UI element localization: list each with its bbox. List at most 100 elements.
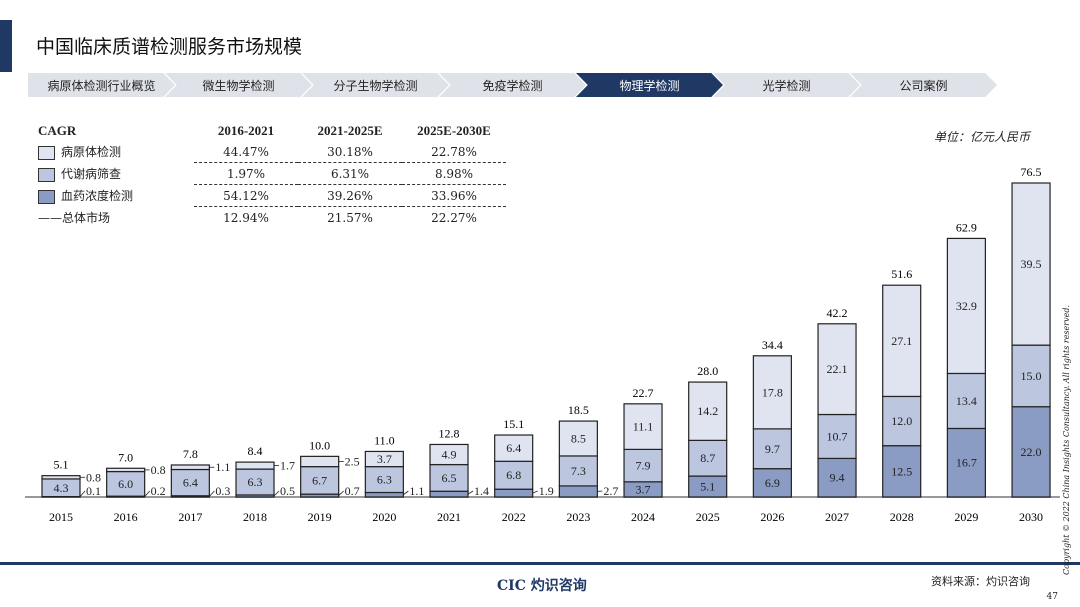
legend-swatch [38, 145, 55, 160]
bar-segment [882, 445, 922, 498]
bar-segment [235, 468, 275, 496]
bar-segment [494, 434, 534, 462]
segment-label: 12.0 [891, 414, 912, 428]
total-label: 18.5 [568, 403, 589, 417]
segment-label: 5.1 [700, 480, 715, 494]
nav-tab[interactable]: 光学检测 [713, 73, 860, 97]
cic-logo: CIC 灼识咨询 [497, 578, 587, 594]
x-tick-label: 2021 [437, 510, 461, 524]
bar-segment [946, 237, 986, 375]
stacked-bar-chart: 4.3 0.10.85.120156.00.20.87.020166.40.31.… [25, 165, 1060, 524]
x-tick-label: 2026 [760, 510, 784, 524]
bar-segment [494, 460, 534, 490]
x-tick-label: 2022 [502, 510, 526, 524]
unit-label: 单位：亿元人民币 [933, 130, 1030, 144]
segment-label: 10.7 [827, 429, 848, 443]
segment-leader-line [273, 490, 280, 497]
segment-label: 1.1 [215, 460, 230, 474]
segment-label: 13.4 [956, 394, 977, 408]
cagr-value: 54.12% [194, 184, 298, 207]
segment-leader-line [338, 490, 344, 496]
legend-label: ——总体市场 [38, 210, 111, 225]
segment-label: 22.1 [827, 362, 848, 376]
cagr-value: 30.18% [298, 141, 402, 163]
total-label: 10.0 [309, 438, 330, 452]
bar-segment [429, 490, 469, 498]
nav-tab[interactable]: 免疫学检测 [439, 73, 586, 97]
legend-label: 血药浓度检测 [61, 189, 134, 203]
cagr-value: 22.27% [431, 210, 477, 225]
segment-leader-line [532, 490, 538, 494]
segment-label: 6.3 [377, 473, 392, 487]
segment-label: 17.8 [762, 385, 783, 399]
segment-label: 6.4 [183, 476, 198, 490]
cagr-header: CAGR [38, 122, 77, 138]
section-nav: 病原体检测行业概览 微生物学检测 分子生物学检测 免疫学检测 物理学检测 光学检测 公司案例 [28, 73, 997, 97]
cagr-row: 代谢病筛查 1.97% 6.31% 8.98% [32, 162, 506, 185]
source-note: 资料来源：灼识咨询 [931, 575, 1030, 588]
bar-segment [429, 443, 469, 466]
total-label: 7.8 [183, 447, 198, 461]
page-title: 中国临床质谱检测服务市场规模 [36, 36, 303, 58]
x-tick-label: 2019 [308, 510, 332, 524]
nav-tab[interactable]: 分子生物学检测 [302, 73, 449, 97]
title-accent-bar [0, 20, 12, 72]
x-tick-label: 2023 [566, 510, 590, 524]
segment-leader-line [467, 490, 474, 495]
total-label: 15.1 [503, 417, 524, 431]
total-label: 8.4 [248, 444, 263, 458]
nav-tab[interactable]: 公司案例 [850, 73, 997, 97]
cagr-value: 44.47% [194, 141, 298, 163]
segment-label: 3.7 [377, 452, 392, 466]
cagr-header: 2025E-2030E [417, 122, 491, 138]
segment-leader-line [209, 490, 215, 497]
segment-label: 6.0 [118, 477, 133, 491]
bar-segment [300, 455, 340, 468]
bar-segment [623, 403, 663, 450]
segment-label: 1.4 [474, 484, 489, 498]
bar-segment [752, 468, 792, 498]
total-label: 12.8 [439, 426, 460, 440]
bar-segment [1011, 406, 1051, 498]
bar-segment [235, 461, 275, 470]
segment-label: 2.7 [603, 484, 618, 498]
segment-label: 9.4 [830, 471, 845, 485]
bar-segment [688, 381, 728, 441]
segment-label: 12.5 [891, 464, 912, 478]
x-tick-label: 2024 [631, 510, 655, 524]
bar-segment [946, 427, 986, 498]
segment-label: 6.4 [506, 441, 521, 455]
bar-segment [429, 463, 469, 492]
segment-label: 27.1 [891, 334, 912, 348]
segment-label: 0.7 [345, 484, 360, 498]
segment-leader-line [403, 490, 409, 496]
x-tick-label: 2025 [696, 510, 720, 524]
segment-label: 1.9 [539, 484, 554, 498]
total-label: 7.0 [118, 450, 133, 464]
x-tick-label: 2020 [372, 510, 396, 524]
total-label: 28.0 [697, 364, 718, 378]
legend-swatch [38, 189, 55, 204]
bar-segment [170, 464, 210, 471]
segment-label: 0.8 [86, 470, 101, 484]
bar-segment [558, 420, 598, 457]
bar-segment [1011, 344, 1051, 408]
legend-label: 代谢病筛查 [61, 167, 122, 181]
segment-label: 8.5 [571, 432, 586, 446]
bar-segment [41, 475, 81, 480]
segment-label: 39.5 [1021, 257, 1042, 271]
cagr-row: ——总体市场 12.94% 21.57% 22.27% [32, 207, 506, 229]
cagr-row: 血药浓度检测 54.12% 39.26% 33.96% [32, 184, 506, 207]
cagr-value: 22.78% [402, 141, 506, 163]
segment-label: 8.7 [700, 451, 715, 465]
bar-segment [364, 466, 404, 494]
total-label: 11.0 [374, 433, 395, 447]
legend-swatch [38, 167, 55, 182]
nav-tab[interactable]: 微生物学检测 [165, 73, 312, 97]
nav-tab[interactable]: 物理学检测 [576, 73, 723, 97]
total-label: 5.1 [54, 458, 69, 472]
copyright: Copyright © 2022 China Insights Consulta… [1062, 304, 1071, 575]
segment-label: 0.5 [280, 484, 295, 498]
nav-tab[interactable]: 病原体检测行业概览 [28, 73, 175, 97]
segment-label: 3.7 [636, 482, 651, 496]
